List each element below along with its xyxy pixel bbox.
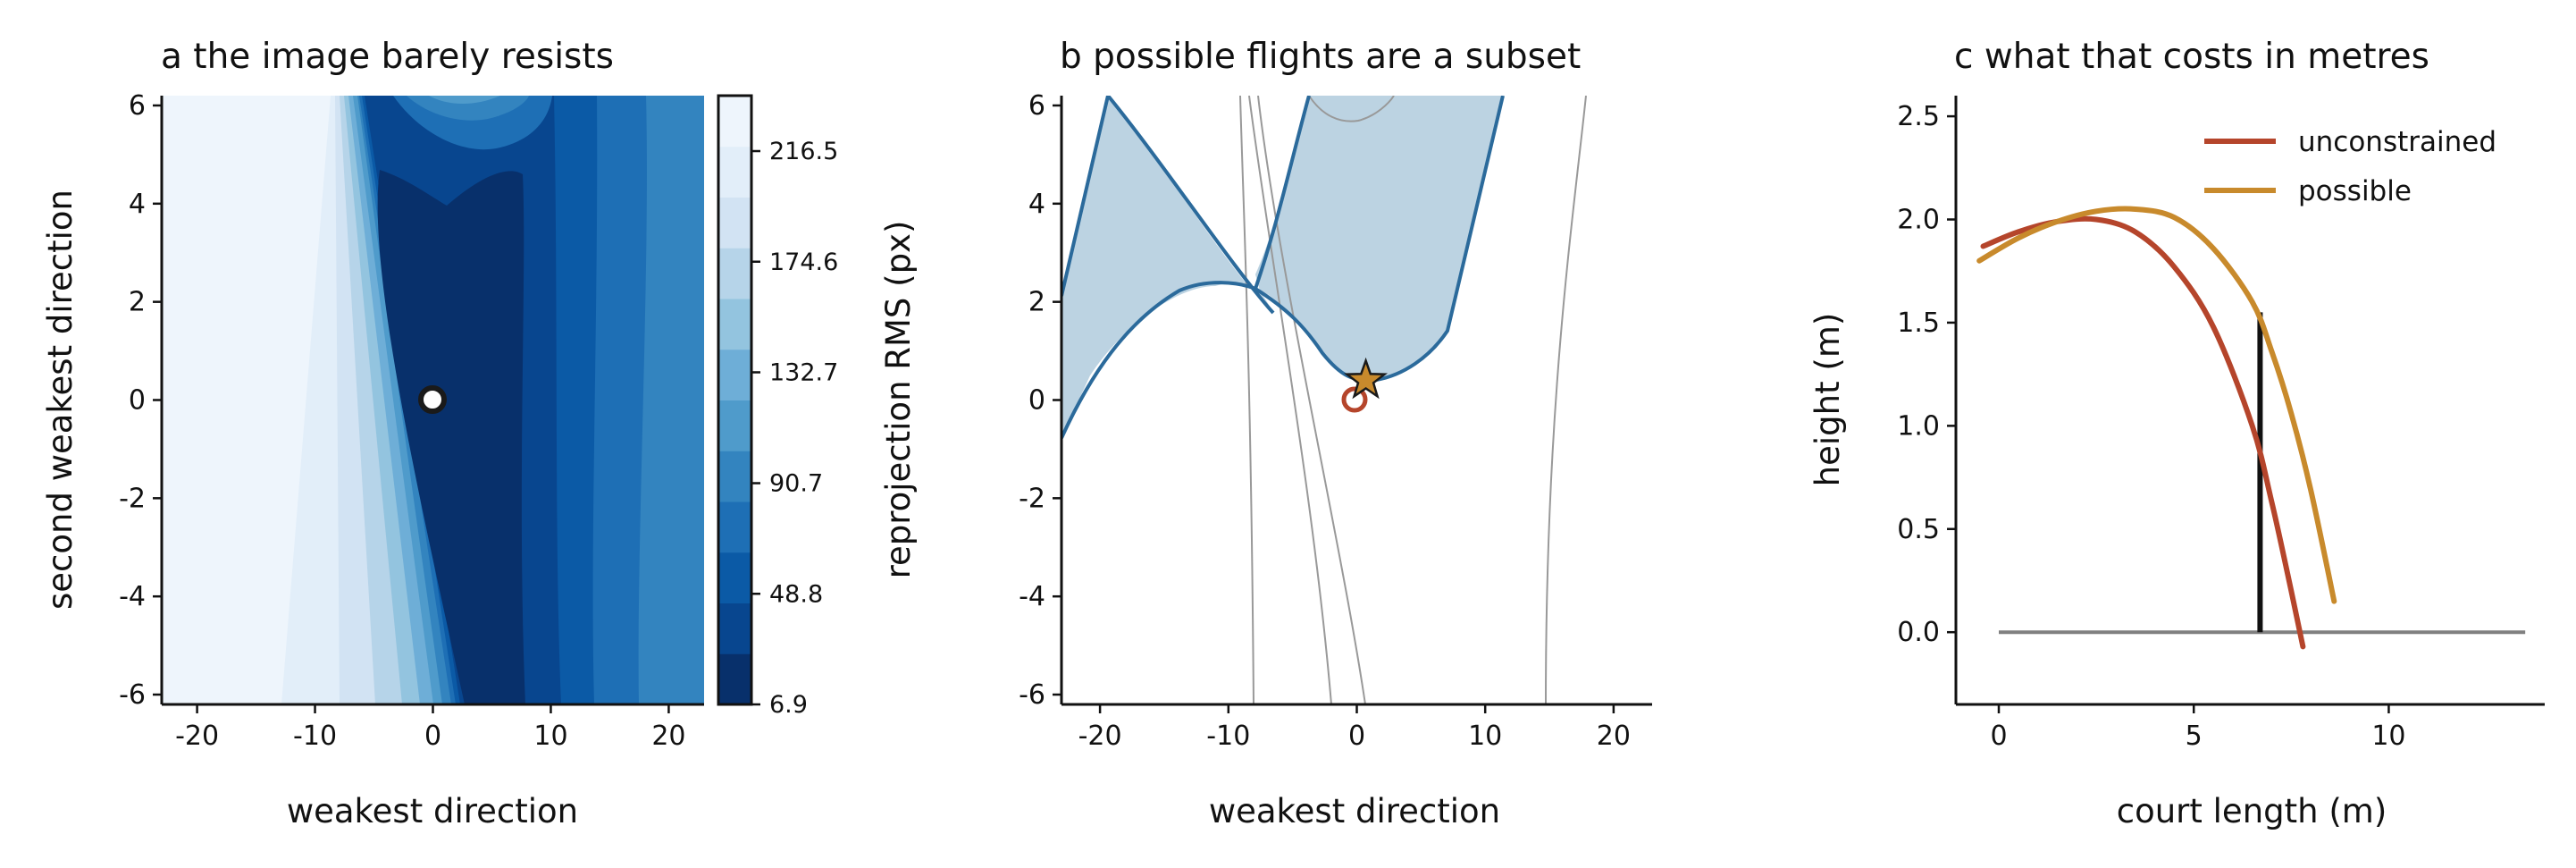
colorbar-bands [718, 96, 751, 705]
region-boundary [1061, 96, 1505, 439]
colorbar-tick-label: 132.7 [769, 358, 838, 386]
solution-marker [418, 385, 447, 414]
panel-c-plot [1976, 206, 2526, 650]
colorbar-ticks: 216.5 174.6 132.7 90.7 48.8 6.9 [751, 138, 838, 719]
possible-region-left [1061, 96, 1273, 438]
initial-marker [1341, 386, 1368, 413]
x-tick-label: -10 [293, 721, 337, 752]
colorbar-label: reprojection RMS (px) [879, 221, 918, 579]
colorbar-band [718, 603, 751, 654]
y-tick-label: -2 [1019, 483, 1045, 514]
panel-b-title: b possible flights are a subset [1060, 37, 1581, 77]
colorbar-band [718, 451, 751, 502]
colorbar-band [718, 400, 751, 451]
y-tick-label: 6 [1028, 90, 1045, 122]
y-tick-label: 2 [129, 287, 146, 318]
colorbar-tick-label: 48.8 [769, 580, 823, 608]
panel-a-ylabel: second weakest direction [41, 190, 80, 610]
x-tick-label: 5 [2186, 721, 2203, 752]
colorbar-frame [717, 94, 753, 706]
colorbar-band [718, 349, 751, 400]
star-marker [1344, 357, 1389, 400]
colorbar-band [718, 197, 751, 249]
x-tick-label: 0 [424, 721, 441, 752]
series-line-unconstrained [1980, 215, 2306, 650]
panel-a-heatmap [162, 96, 704, 704]
y-tick-label: -6 [119, 679, 146, 711]
heatmap-level-top-2 [407, 96, 529, 121]
x-tick-label: -10 [1206, 721, 1250, 752]
colorbar-band [718, 248, 751, 299]
y-tick-label: 4 [129, 189, 146, 220]
grey-contours [1239, 96, 1587, 704]
y-tick-label: 4 [1028, 189, 1045, 220]
colorbar-tick-label: 174.6 [769, 249, 838, 276]
y-tick-label: 0 [1028, 385, 1045, 417]
colorbar-tick-label: 216.5 [769, 138, 838, 165]
y-tick-label: 1.0 [1897, 410, 1940, 442]
possible-region-right [1255, 96, 1503, 381]
colorbar-tick-label: 6.9 [769, 691, 808, 719]
y-tick-label: 6 [129, 90, 146, 122]
y-tick-label: 2.5 [1897, 101, 1940, 132]
y-tick-label: -2 [119, 483, 146, 514]
y-tick-label: 1.5 [1897, 308, 1940, 339]
y-tick-label: 2 [1028, 287, 1045, 318]
colorbar-band [718, 653, 751, 705]
colorbar-band [718, 501, 751, 553]
panel-c-xlabel: court length (m) [2117, 792, 2387, 830]
panel-b-xlabel: weakest direction [1209, 792, 1500, 830]
heatmap-level-top-3 [429, 96, 500, 105]
x-tick-label: 10 [533, 721, 567, 752]
x-tick-label: -20 [175, 721, 219, 752]
colorbar: 216.5 174.6 132.7 90.7 48.8 6.9 reprojection … [717, 94, 918, 719]
x-tick-label: 20 [1597, 721, 1631, 752]
panel-c-legend: unconstrained possible [2204, 126, 2496, 207]
x-tick-label: -20 [1078, 721, 1122, 752]
legend-label-possible: possible [2298, 175, 2412, 207]
x-tick-label: 10 [1468, 721, 1502, 752]
y-tick-label: 0.0 [1897, 617, 1940, 648]
panel-c-ticks: 0 5 10 2.5 2.0 1.5 1.0 0.5 0.0 [1897, 101, 2405, 752]
panel-a-title: a the image barely resists [161, 37, 614, 77]
x-tick-label: 10 [2371, 721, 2405, 752]
series-line-possible [1976, 206, 2337, 604]
y-tick-label: -4 [119, 581, 146, 612]
x-tick-label: 0 [1990, 721, 2007, 752]
panel-c-title: c what that costs in metres [1954, 37, 2429, 77]
colorbar-band [718, 552, 751, 603]
panel-c: 0 5 10 2.5 2.0 1.5 1.0 0.5 0.0 c what that costs… [1808, 37, 2545, 830]
panel-a-xlabel: weakest direction [287, 792, 578, 830]
y-tick-label: 2.0 [1897, 205, 1940, 236]
colorbar-band [718, 299, 751, 350]
y-tick-label: 0.5 [1897, 514, 1940, 545]
x-tick-label: 0 [1348, 721, 1365, 752]
y-tick-label: 0 [129, 385, 146, 417]
colorbar-tick-label: 90.7 [769, 470, 823, 498]
legend-label-unconstrained: unconstrained [2298, 126, 2496, 158]
colorbar-band [718, 96, 751, 147]
colorbar-band [718, 146, 751, 198]
panel-b-plot [1061, 96, 1587, 704]
y-tick-label: -4 [1019, 581, 1045, 612]
heatmap-level-1 [377, 170, 525, 704]
x-tick-label: 20 [651, 721, 685, 752]
panel-c-ylabel: height (m) [1808, 313, 1847, 487]
y-tick-label: -6 [1019, 679, 1045, 711]
